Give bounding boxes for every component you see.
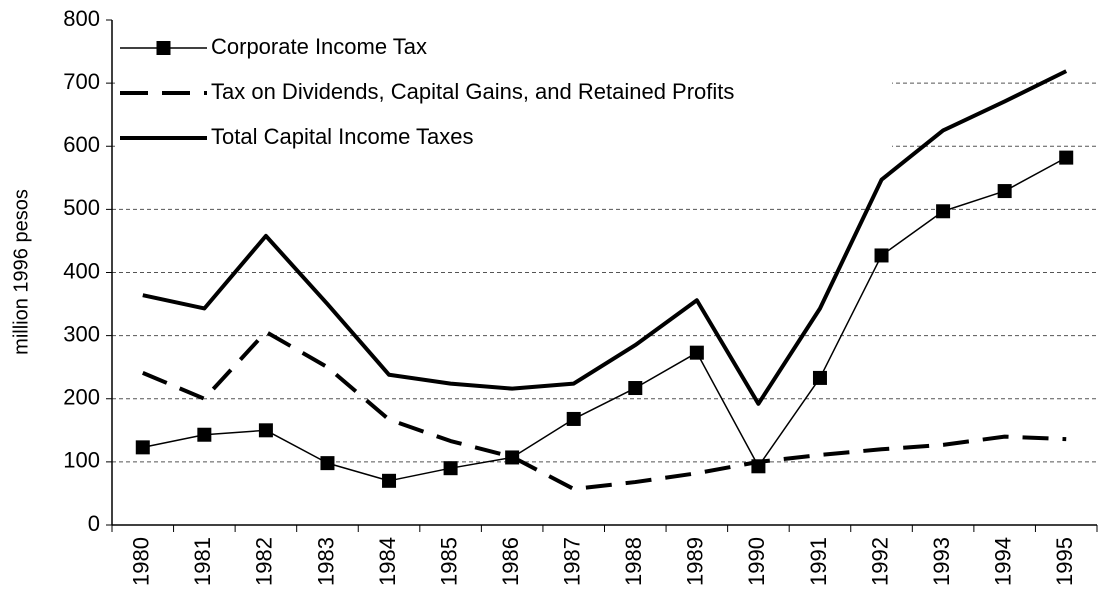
y-tick-label: 300 [63,321,100,346]
x-tick-label: 1989 [683,537,708,586]
series-line [142,69,1068,406]
x-tick-label: 1990 [744,537,769,586]
data-point [812,370,827,385]
y-tick-label: 200 [63,385,100,410]
x-tick-label: 1980 [129,537,154,586]
data-point [505,450,520,465]
x-tick-label: 1988 [621,537,646,586]
y-tick-label: 600 [63,132,100,157]
legend-label: Total Capital Income Taxes [211,124,474,149]
series-line [142,329,1067,492]
legend-label: Corporate Income Tax [211,34,427,59]
y-tick-label: 500 [63,195,100,220]
x-tick-label: 1986 [498,537,523,586]
data-point [936,204,951,219]
y-tick-label: 700 [63,69,100,94]
data-point [997,184,1012,199]
x-tick-label: 1991 [806,537,831,586]
y-tick-label: 400 [63,258,100,283]
x-tick-label: 1982 [252,537,277,586]
data-point [628,381,643,396]
data-point [689,345,704,360]
data-point [197,427,212,442]
data-point [874,248,889,263]
data-point [382,473,397,488]
x-tick-label: 1981 [190,537,215,586]
y-tick-label: 0 [88,511,100,536]
x-tick-label: 1993 [929,537,954,586]
data-point [566,411,581,426]
x-tick-label: 1992 [867,537,892,586]
x-tick-label: 1983 [313,537,338,586]
y-tick-label: 100 [63,448,100,473]
data-point [1059,150,1074,165]
data-point [135,440,150,455]
data-point [443,461,458,476]
legend-background [115,26,892,176]
x-tick-label: 1984 [375,537,400,586]
data-point [320,456,335,471]
y-axis-label: million 1996 pesos [10,189,32,355]
y-tick-label: 800 [63,6,100,31]
x-tick-label: 1995 [1052,537,1077,586]
data-point [258,423,273,438]
series-line [142,156,1067,482]
x-tick-label: 1985 [436,537,461,586]
x-tick-label: 1987 [560,537,585,586]
legend-label: Tax on Dividends, Capital Gains, and Ret… [211,79,734,104]
legend-marker [156,41,171,55]
x-tick-label: 1994 [990,537,1015,586]
